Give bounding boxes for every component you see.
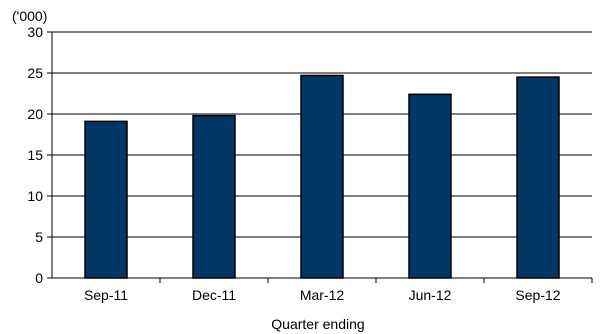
x-axis-title: Quarter ending <box>271 316 364 332</box>
y-tick-label: 5 <box>35 229 43 245</box>
x-tick-label: Sep-11 <box>84 287 128 303</box>
x-tick-label: Sep-12 <box>515 287 560 303</box>
axes <box>47 31 593 283</box>
y-tick-labels: 0 5 10 15 20 25 30 <box>27 24 43 286</box>
bar-sep-11 <box>84 120 128 279</box>
y-tick-label: 10 <box>27 188 43 204</box>
bar-mar-12 <box>300 74 344 279</box>
x-tick-label: Mar-12 <box>300 287 345 303</box>
y-tick-label: 0 <box>35 270 43 286</box>
y-unit-label: ('000) <box>12 8 47 24</box>
x-tick-labels: Sep-11 Dec-11 Mar-12 Jun-12 Sep-12 <box>84 287 561 303</box>
bar-sep-12 <box>516 76 560 279</box>
y-tick-label: 25 <box>27 65 43 81</box>
bar-dec-11 <box>192 114 236 279</box>
bars <box>84 74 560 279</box>
y-tick-label: 20 <box>27 106 43 122</box>
y-tick-label: 30 <box>27 24 43 40</box>
y-tick-label: 15 <box>27 147 43 163</box>
x-tick-label: Jun-12 <box>409 287 452 303</box>
bar-jun-12 <box>408 93 452 279</box>
x-tick-label: Dec-11 <box>192 287 236 303</box>
